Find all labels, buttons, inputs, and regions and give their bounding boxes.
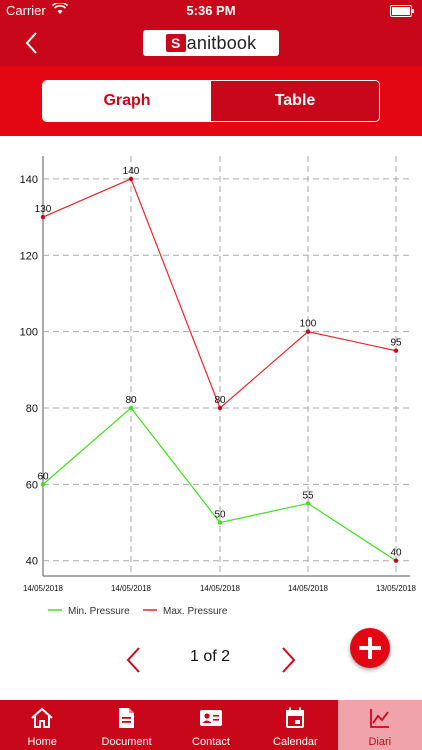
tab-contact[interactable]: Contact xyxy=(169,700,253,750)
data-label: 55 xyxy=(302,490,314,501)
previous-page-chevron-icon[interactable] xyxy=(124,646,144,674)
data-point xyxy=(393,558,399,563)
battery-icon xyxy=(390,5,414,17)
home-icon xyxy=(31,707,53,728)
tab-calendar[interactable]: Calendar xyxy=(253,700,337,750)
x-tick-label: 14/05/2018 xyxy=(200,584,241,593)
tab-diari-label: Diari xyxy=(368,736,392,748)
add-entry-button[interactable] xyxy=(350,628,390,668)
data-label: 130 xyxy=(35,204,52,215)
data-point xyxy=(128,176,134,182)
view-switch-bar: Graph Table xyxy=(0,66,422,136)
tab-diari[interactable]: Diari xyxy=(337,700,422,750)
logo-mark: S xyxy=(165,34,186,52)
carrier-label: Carrier xyxy=(6,3,46,18)
page-indicator: 1 of 2 xyxy=(189,648,231,665)
data-point xyxy=(305,329,311,334)
app-logo: S anitbook xyxy=(143,30,279,56)
pressure-chart: 40 60 80 100 120 140 14/05/2018 14/05/2018 14/05… xyxy=(20,156,417,617)
x-tick-label: 13/05/2018 xyxy=(376,584,417,593)
data-label: 40 xyxy=(390,548,402,559)
legend-label: Max. Pressure xyxy=(163,606,228,617)
x-tick-label: 14/05/2018 xyxy=(288,584,329,593)
legend-label: Min. Pressure xyxy=(68,606,130,617)
y-tick-label: 80 xyxy=(26,403,38,415)
x-tick-label: 14/05/2018 xyxy=(23,584,64,593)
tab-home-label: Home xyxy=(27,736,57,748)
y-tick-label: 120 xyxy=(20,250,38,262)
y-tick-label: 60 xyxy=(26,479,38,491)
tab-calendar-label: Calendar xyxy=(273,736,318,748)
data-point xyxy=(40,482,46,487)
nav-bar: S anitbook xyxy=(0,22,422,66)
clock: 5:36 PM xyxy=(186,3,236,18)
tab-contact-label: Contact xyxy=(192,736,230,748)
data-point xyxy=(393,348,399,353)
data-point xyxy=(217,520,223,525)
logo-word: anitbook xyxy=(186,32,257,53)
view-segmented-control: Graph Table xyxy=(42,80,380,122)
tab-home[interactable]: Home xyxy=(0,700,84,750)
contact-icon xyxy=(199,710,222,726)
calendar-icon xyxy=(286,707,305,728)
status-bar: Carrier 5:36 PM xyxy=(0,0,422,22)
data-label: 80 xyxy=(125,395,137,406)
data-label: 95 xyxy=(390,338,402,349)
data-label: 140 xyxy=(123,166,140,177)
tab-document-label: Document xyxy=(101,736,152,748)
x-tick-label: 14/05/2018 xyxy=(111,584,152,593)
y-tick-label: 100 xyxy=(20,327,38,339)
wifi-icon xyxy=(52,3,68,14)
data-label: 50 xyxy=(214,510,226,521)
data-point xyxy=(217,405,223,411)
tab-bar: Home Document Contact Calendar xyxy=(0,700,422,750)
y-tick-label: 140 xyxy=(20,174,38,186)
pager: 1 of 2 xyxy=(0,640,422,680)
graph-tab[interactable]: Graph xyxy=(43,81,211,121)
series-line xyxy=(42,178,397,410)
table-tab[interactable]: Table xyxy=(211,81,379,121)
document-icon xyxy=(119,708,135,728)
chart-icon xyxy=(369,709,389,728)
next-page-chevron-icon[interactable] xyxy=(278,646,298,674)
tab-document[interactable]: Document xyxy=(84,700,168,750)
data-label: 100 xyxy=(300,319,317,330)
data-point xyxy=(40,214,46,220)
data-label: 80 xyxy=(214,395,226,406)
y-tick-label: 40 xyxy=(26,556,38,568)
back-chevron-icon[interactable] xyxy=(22,30,42,56)
data-point xyxy=(305,501,311,506)
data-label: 60 xyxy=(37,471,49,482)
data-point xyxy=(128,405,134,411)
